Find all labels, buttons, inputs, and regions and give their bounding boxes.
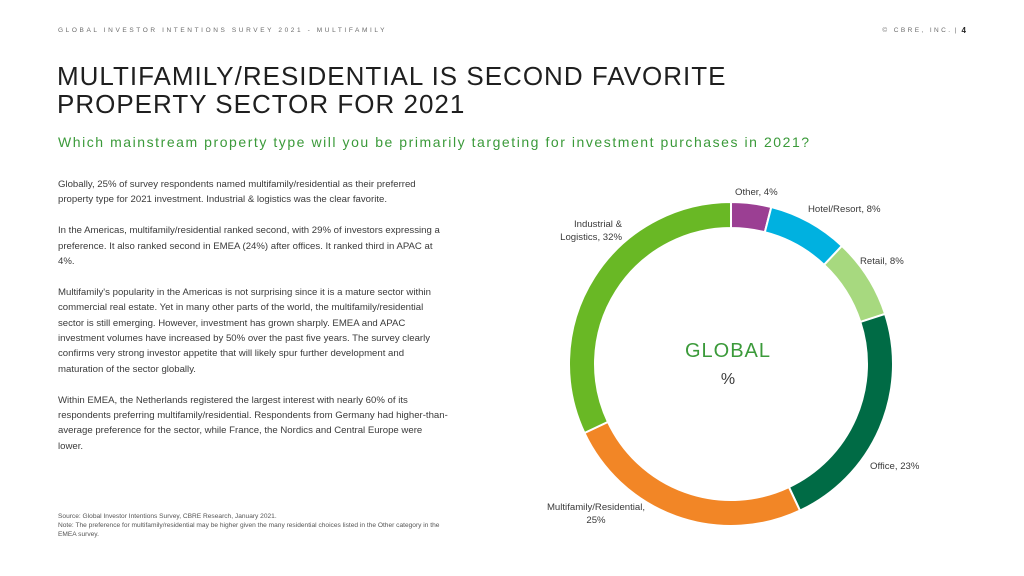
- slice-label-hotel-resort: Hotel/Resort, 8%: [808, 204, 881, 215]
- donut-slice-office: [787, 312, 894, 512]
- donut-slices: [568, 200, 894, 527]
- chart-center-label: GLOBAL: [685, 340, 771, 362]
- note-line: Note: The preference for multifamily/res…: [58, 522, 440, 539]
- chart-center-unit: %: [721, 371, 735, 388]
- slice-label-other: Other, 4%: [735, 187, 778, 198]
- header-survey-name: GLOBAL INVESTOR INTENTIONS SURVEY 2021 -…: [58, 27, 388, 34]
- donut-labels: Other, 4% Hotel/Resort, 8% Retail, 8% Offic…: [547, 187, 920, 526]
- survey-question: Which mainstream property type will you …: [58, 134, 811, 150]
- slice-label-industrial-logistics: Industrial & Logistics, 32%: [560, 219, 622, 243]
- donut-slice-industrial-logistics: [568, 200, 732, 435]
- slice-label-retail: Retail, 8%: [860, 256, 904, 267]
- page-title: MULTIFAMILY/RESIDENTIAL IS SECOND FAVORI…: [57, 62, 726, 118]
- header-separator: |: [954, 27, 959, 34]
- slice-label-multifamily-residential: Multifamily/Residential, 25%: [547, 502, 645, 526]
- body-paragraph-2: In the Americas, multifamily/residential…: [58, 225, 440, 268]
- body-paragraph-4: Within EMEA, the Netherlands registered …: [58, 394, 448, 452]
- body-paragraph-1: Globally, 25% of survey respondents name…: [58, 179, 416, 206]
- body-text: Globally, 25% of survey respondents name…: [58, 177, 448, 470]
- page-title-line2: PROPERTY SECTOR FOR 2021: [57, 89, 466, 119]
- page-title-line1: MULTIFAMILY/RESIDENTIAL IS SECOND FAVORI…: [57, 61, 727, 91]
- copyright-text: © CBRE, INC.: [882, 27, 953, 34]
- header-copyright: © CBRE, INC. | 4: [882, 26, 966, 35]
- page-number: 4: [961, 26, 966, 35]
- slice-label-office: Office, 23%: [870, 461, 920, 472]
- source-note: Source: Global Investor Intentions Surve…: [58, 512, 458, 540]
- source-line: Source: Global Investor Intentions Surve…: [58, 513, 277, 520]
- donut-slice-hotel-resort: [763, 205, 844, 267]
- body-paragraph-3: Multifamily's popularity in the Americas…: [58, 286, 431, 375]
